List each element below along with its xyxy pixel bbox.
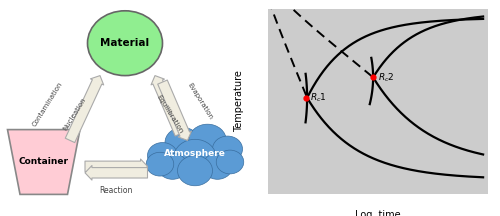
Circle shape <box>212 136 242 162</box>
Text: $R_c$2: $R_c$2 <box>378 71 394 84</box>
Text: Temperature: Temperature <box>234 71 244 132</box>
Text: Nucleation: Nucleation <box>62 97 88 132</box>
Circle shape <box>146 152 174 176</box>
Text: Log. time: Log. time <box>354 210 401 216</box>
Text: Contamination: Contamination <box>32 80 64 127</box>
Circle shape <box>216 150 244 174</box>
Text: Material: Material <box>100 38 150 48</box>
Circle shape <box>148 143 178 168</box>
Text: Reaction: Reaction <box>100 186 133 195</box>
Circle shape <box>178 156 212 186</box>
Text: Equilibration: Equilibration <box>156 94 184 135</box>
Circle shape <box>202 153 232 179</box>
Circle shape <box>88 11 162 76</box>
Text: Evaporation: Evaporation <box>186 82 214 121</box>
Circle shape <box>174 139 216 176</box>
Text: $R_c$1: $R_c$1 <box>310 92 328 104</box>
Text: Container: Container <box>19 157 69 167</box>
Text: Atmosphere: Atmosphere <box>164 149 226 158</box>
Circle shape <box>189 124 226 157</box>
Circle shape <box>165 127 200 158</box>
Polygon shape <box>8 130 80 194</box>
Circle shape <box>158 153 188 179</box>
